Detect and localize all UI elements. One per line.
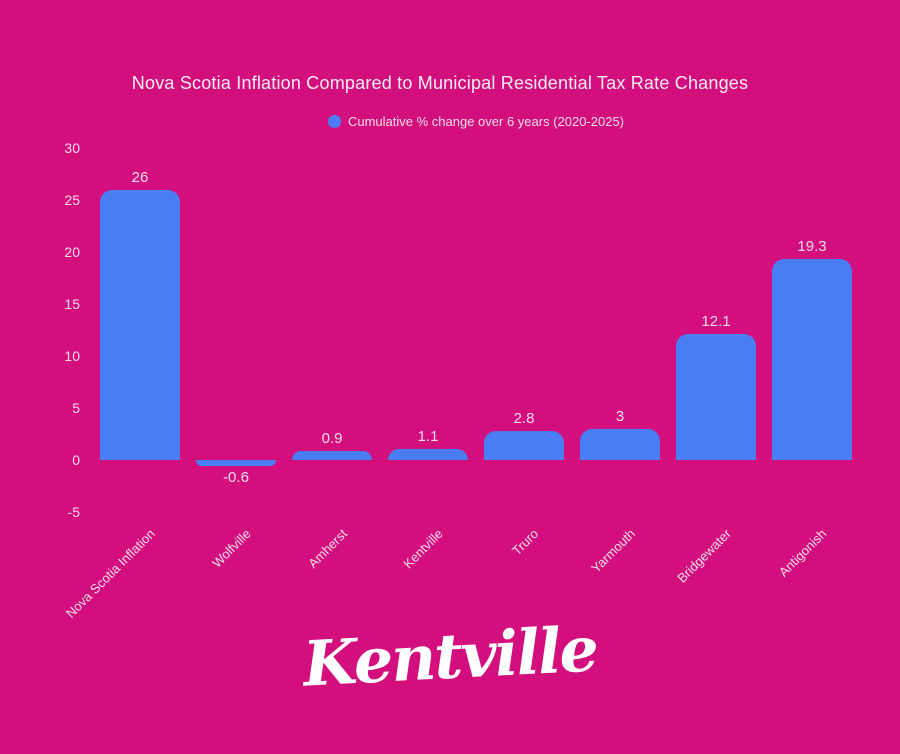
x-axis-category-label: Kentville bbox=[400, 526, 446, 572]
x-axis-category-label: Wolfville bbox=[208, 526, 254, 571]
x-axis-category-label: Nova Scotia Inflation bbox=[62, 526, 158, 621]
chart-title: Nova Scotia Inflation Compared to Munici… bbox=[131, 73, 749, 93]
bar-bridgewater bbox=[676, 334, 756, 460]
y-axis-tick-label: -5 bbox=[67, 504, 80, 520]
x-axis-category-label: Bridgewater bbox=[673, 526, 734, 586]
bar-value-label: 26 bbox=[131, 168, 149, 186]
bar-kentville bbox=[388, 448, 468, 460]
y-axis-tick-label: 10 bbox=[64, 348, 80, 364]
y-axis-tick-label: 20 bbox=[64, 244, 80, 260]
bar-wolfville bbox=[196, 460, 276, 467]
bar-value-label: 12.1 bbox=[701, 313, 731, 331]
bar-value-label: 2.8 bbox=[513, 409, 535, 427]
x-axis-category-label: Yarmouth bbox=[587, 526, 638, 576]
bar-value-label: 3 bbox=[615, 407, 625, 425]
bar-antigonish bbox=[772, 259, 852, 460]
y-axis-tick-label: 15 bbox=[64, 296, 80, 312]
x-axis-category-label: Amherst bbox=[304, 526, 350, 571]
bar-amherst bbox=[292, 450, 372, 460]
x-axis-category-label: Truro bbox=[509, 526, 542, 559]
x-axis-category-label: Antigonish bbox=[776, 526, 830, 580]
bar-nova-scotia-inflation bbox=[100, 189, 180, 460]
legend-label: Cumulative % change over 6 years (2020-2… bbox=[347, 114, 625, 129]
legend: Cumulative % change over 6 years (2020-2… bbox=[52, 114, 900, 129]
bar-truro bbox=[484, 430, 564, 460]
bar-value-label: 19.3 bbox=[797, 238, 827, 256]
bar-yarmouth bbox=[580, 428, 660, 460]
bar-value-label: -0.6 bbox=[223, 469, 249, 487]
y-axis-tick-label: 5 bbox=[72, 400, 80, 416]
y-axis-tick-label: 0 bbox=[72, 452, 80, 468]
bar-value-label: 0.9 bbox=[321, 429, 343, 447]
y-axis-tick-label: 30 bbox=[64, 140, 80, 156]
bar-value-label: 1.1 bbox=[417, 427, 439, 445]
legend-marker-icon bbox=[327, 115, 341, 128]
y-axis-tick-label: 25 bbox=[64, 192, 80, 208]
